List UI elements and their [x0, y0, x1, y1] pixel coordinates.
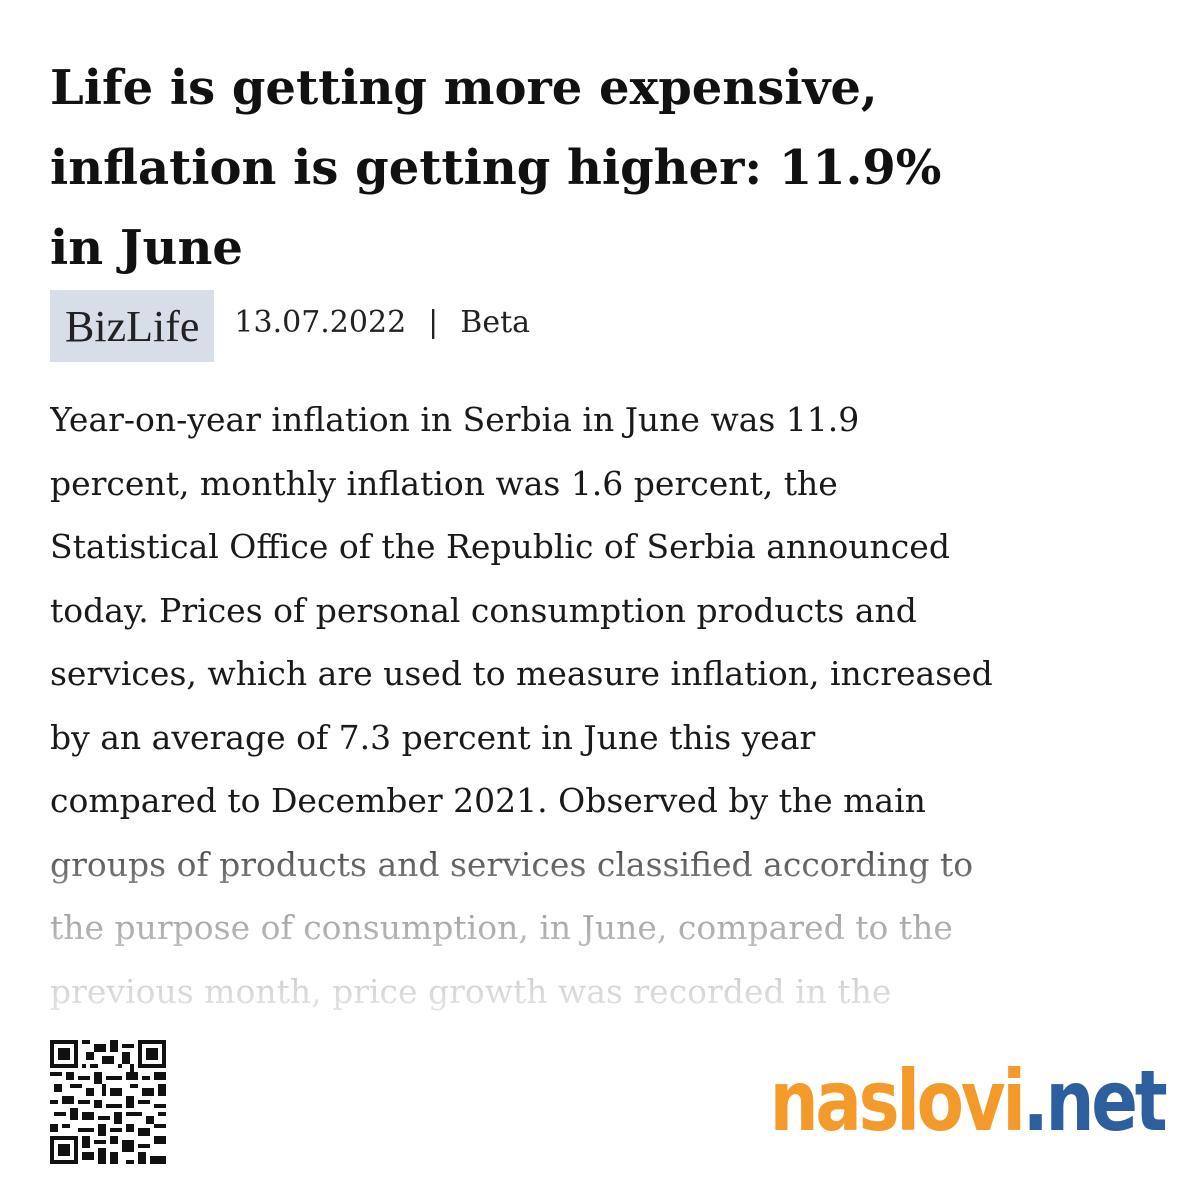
title-line: in June	[50, 220, 243, 276]
logo-suffix: .net	[1022, 1052, 1167, 1150]
body-line: today. Prices of personal consumption pr…	[50, 590, 917, 630]
article-body: Year-on-year inflation in Serbia in June…	[50, 388, 1180, 1028]
body-line: services, which are used to measure infl…	[50, 654, 993, 693]
separator: |	[428, 304, 439, 340]
meta-row: BizLife 13.07.2022 | Beta	[50, 290, 530, 362]
qr-code	[50, 1040, 166, 1164]
body-line: groups of products and services classifi…	[50, 844, 974, 884]
title-line: inflation is getting higher: 11.9%	[50, 140, 942, 196]
body-line: percent, monthly inflation was 1.6 perce…	[50, 463, 838, 503]
date: 13.07.2022	[234, 304, 407, 340]
article-title: Life is getting more expensive, inflatio…	[50, 48, 941, 288]
body-line: the purpose of consumption, in June, com…	[50, 908, 953, 947]
body-line: previous month, price growth was recorde…	[50, 971, 892, 1011]
logo-main: naslovi	[769, 1052, 1025, 1150]
category-tag[interactable]: BizLife	[50, 290, 215, 362]
body-line: compared to December 2021. Observed by t…	[50, 781, 926, 820]
site-logo[interactable]: naslovi.net	[769, 1052, 1167, 1150]
body-line: by an average of 7.3 percent in June thi…	[50, 717, 816, 757]
source: Beta	[460, 304, 531, 340]
body-line: Year-on-year inflation in Serbia in June…	[50, 400, 860, 439]
body-line: Statistical Office of the Republic of Se…	[50, 527, 950, 566]
title-line: Life is getting more expensive,	[50, 60, 878, 116]
